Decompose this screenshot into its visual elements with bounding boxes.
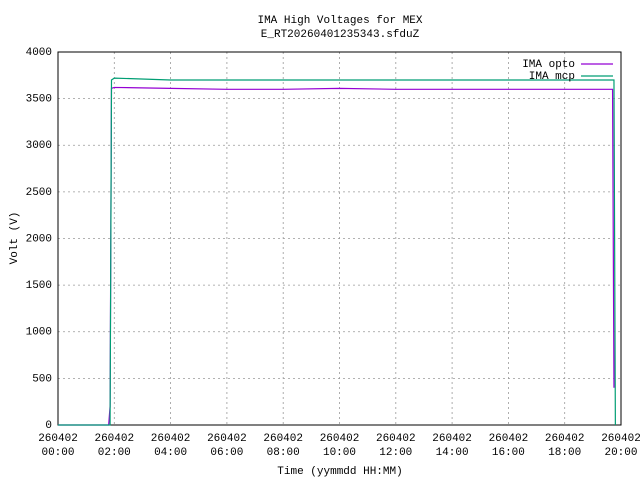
- plot-frame: [57, 51, 622, 426]
- y-tick-label: 1000: [26, 327, 52, 339]
- y-tick-label: 2500: [26, 187, 52, 199]
- y-tick-label: 500: [32, 373, 52, 385]
- y-tick-label: 3500: [26, 94, 52, 106]
- y-tick-label: 1500: [26, 280, 52, 292]
- x-tick-label: 260402 04:00: [150, 433, 191, 459]
- x-tick-label: 260402 18:00: [544, 433, 585, 459]
- x-tick-label: 260402 16:00: [488, 433, 529, 459]
- x-axis-label: Time (yymmdd HH:MM): [277, 466, 402, 478]
- x-tick-label: 260402 12:00: [375, 433, 416, 459]
- y-axis-label: Volt (V): [9, 212, 21, 265]
- x-tick-label: 260402 06:00: [207, 433, 247, 459]
- chart-subtitle: E_RT20260401235343.sfduZ: [261, 29, 420, 41]
- x-tick-label: 260402 08:00: [263, 433, 303, 459]
- data-line: [58, 77, 616, 426]
- y-tick-label: 3000: [26, 140, 52, 152]
- x-tick-label: 260402 10:00: [319, 433, 360, 459]
- legend-label: IMA opto: [522, 59, 575, 71]
- y-tick-label: 0: [45, 420, 52, 432]
- legend-label: IMA mcp: [529, 71, 575, 83]
- x-tick-label: 260402 20:00: [601, 433, 640, 459]
- chart-title: IMA High Voltages for MEX: [257, 15, 422, 27]
- y-tick-label: 4000: [26, 47, 52, 59]
- data-line: [58, 86, 615, 426]
- x-tick-label: 260402 14:00: [432, 433, 472, 459]
- x-tick-label: 260402 00:00: [38, 433, 78, 459]
- y-tick-label: 2000: [26, 233, 52, 245]
- x-tick-label: 260402 02:00: [94, 433, 135, 459]
